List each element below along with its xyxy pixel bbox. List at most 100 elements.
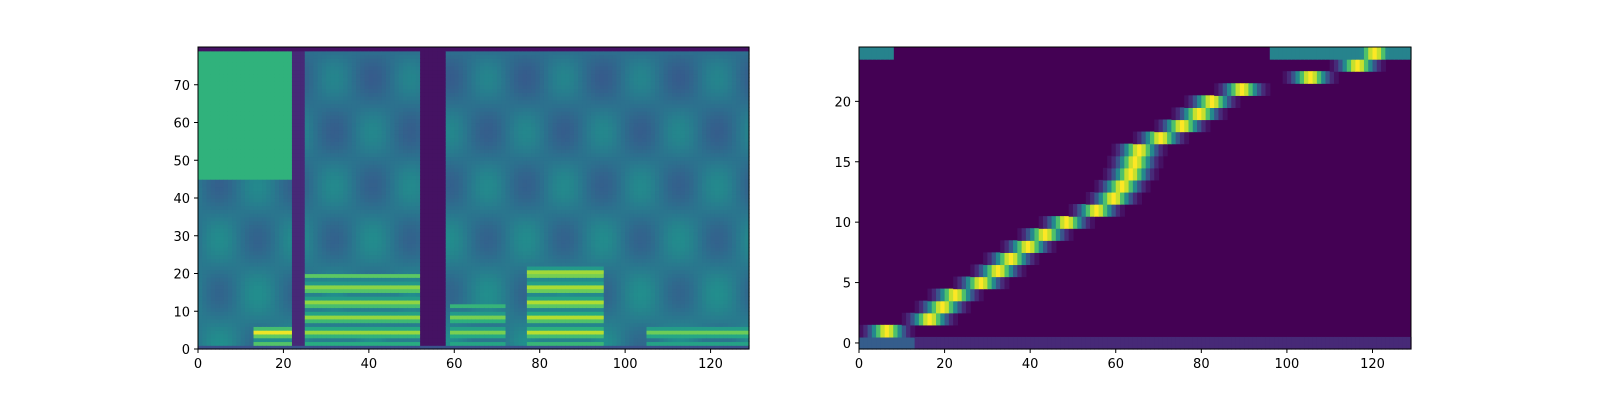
spectrogram-cell (232, 307, 238, 312)
spectrogram-cell (309, 96, 314, 101)
spectrogram-cell (317, 231, 323, 237)
spectrogram-cell (291, 160, 297, 165)
spectrogram-cell (202, 152, 208, 158)
spectrogram-cell (236, 315, 242, 320)
spectrogram-cell (202, 341, 208, 346)
spectrogram-cell (445, 288, 451, 293)
spectrogram-cell (398, 80, 404, 86)
spectrogram-cell (381, 318, 387, 324)
spectrogram-cell (296, 326, 302, 331)
spectrogram-cell (385, 247, 391, 252)
spectrogram-cell (390, 250, 396, 256)
spectrogram-cell (257, 247, 263, 252)
spectrogram-cell (300, 239, 306, 244)
spectrogram-cell (223, 65, 229, 71)
spectrogram-cell (390, 190, 396, 195)
spectrogram-cell (368, 326, 374, 331)
spectrogram-cell (219, 65, 225, 71)
spectrogram-cell (420, 114, 425, 120)
spectrogram-cell (206, 281, 212, 286)
spectrogram-cell (321, 77, 327, 82)
spectrogram-cell (356, 288, 361, 293)
spectrogram-cell (351, 326, 357, 331)
spectrogram-cell (202, 50, 208, 56)
spectrogram-cell (450, 50, 455, 56)
spectrogram-cell (330, 148, 336, 154)
spectrogram-cell (206, 50, 212, 56)
spectrogram-cell (398, 152, 404, 158)
spectrogram-cell (244, 118, 250, 124)
spectrogram-cell (198, 307, 203, 312)
spectrogram-cell (279, 262, 285, 267)
spectrogram-cell (210, 198, 216, 203)
spectrogram-cell (373, 186, 378, 192)
spectrogram-cell (270, 265, 276, 271)
spectrogram-cell (210, 73, 216, 78)
spectrogram-cell (424, 284, 430, 290)
spectrogram-cell (219, 107, 225, 112)
spectrogram-cell (411, 77, 417, 82)
spectrogram-cell (368, 182, 374, 188)
spectrogram-cell (313, 265, 319, 271)
spectrogram-cell (236, 239, 242, 244)
spectrogram-cell (249, 224, 255, 229)
spectrogram-cell (411, 111, 417, 116)
spectrogram-cell (219, 198, 225, 203)
spectrogram-cell (458, 54, 464, 59)
spectrogram-cell (274, 152, 280, 158)
spectrogram-cell (232, 152, 238, 158)
spectrogram-cell (338, 133, 344, 139)
spectrogram-cell (398, 164, 404, 169)
spectrogram-cell (338, 220, 344, 226)
spectrogram-cell (381, 216, 387, 222)
spectrogram-cell (334, 152, 340, 158)
spectrogram-cell (249, 247, 255, 252)
spectrogram-cell (206, 201, 212, 207)
spectrogram-cell (266, 73, 272, 78)
spectrogram-cell (377, 141, 383, 146)
spectrogram-cell (266, 167, 272, 173)
spectrogram-cell (364, 130, 370, 135)
spectrogram-cell (420, 333, 425, 339)
spectrogram-cell (270, 220, 276, 226)
spectrogram-cell (210, 284, 216, 290)
spectrogram-cell (445, 254, 451, 259)
spectrogram-cell (390, 84, 396, 90)
spectrogram-cell (390, 243, 396, 248)
spectrogram-cell (227, 96, 233, 101)
spectrogram-cell (215, 235, 220, 241)
spectrogram-cell (364, 292, 370, 297)
spectrogram-cell (330, 254, 336, 259)
spectrogram-cell (215, 156, 220, 161)
spectrogram-cell (390, 326, 396, 331)
spectrogram-cell (415, 213, 421, 218)
spectrogram-cell (244, 50, 250, 56)
spectrogram-cell (373, 198, 378, 203)
spectrogram-cell (326, 277, 332, 282)
spectrogram-cell (313, 296, 319, 301)
spectrogram-cell (291, 148, 297, 154)
spectrogram-cell (244, 77, 250, 82)
spectrogram-cell (368, 114, 374, 120)
spectrogram-cell (313, 307, 319, 312)
spectrogram-cell (364, 171, 370, 176)
spectrogram-cell (202, 296, 208, 301)
spectrogram-cell (321, 126, 327, 131)
spectrogram-cell (360, 337, 366, 343)
spectrogram-cell (437, 160, 443, 165)
spectrogram-cell (236, 220, 242, 226)
spectrogram-cell (321, 243, 327, 248)
spectrogram-cell (373, 269, 378, 275)
spectrogram-cell (330, 118, 336, 124)
spectrogram-cell (249, 209, 255, 214)
spectrogram-cell (390, 198, 396, 203)
spectrogram-cell (227, 273, 233, 278)
spectrogram-cell (347, 62, 353, 67)
spectrogram-cell (454, 322, 460, 327)
spectrogram-cell (219, 205, 225, 210)
spectrogram-cell (304, 269, 310, 275)
spectrogram-cell (398, 130, 404, 135)
spectrogram-cell (198, 152, 203, 158)
spectrogram-cell (381, 58, 387, 63)
spectrogram-cell (223, 164, 229, 169)
